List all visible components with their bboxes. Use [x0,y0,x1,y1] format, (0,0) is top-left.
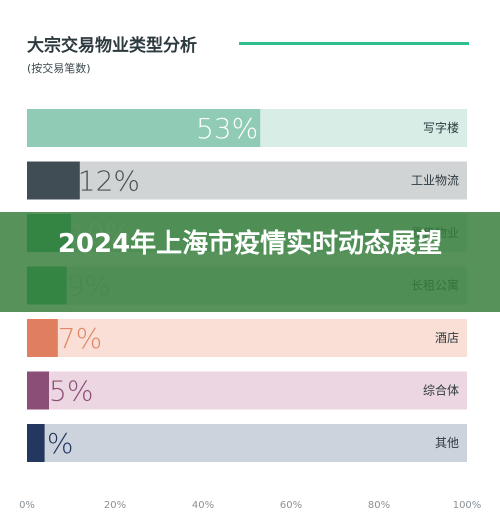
x-tick-label: 40% [192,500,214,511]
bar [27,371,49,410]
category-label: 综合体 [423,383,459,398]
bar [27,109,261,147]
category-label: 其他 [435,436,459,450]
chart-subtitle: (按交易笔数) [27,62,91,75]
bar-track [27,371,467,410]
x-tick-label: 80% [368,500,390,511]
chart-title: 大宗交易物业类型分析 [27,36,197,56]
x-tick-label: 100% [453,500,482,511]
category-label: 工业物流 [411,174,459,188]
banner-title: 2024年上海市疫情实时动态展望 [57,229,443,259]
data-label: 53% [196,112,258,145]
bar [27,161,80,200]
x-tick-label: 0% [19,500,35,511]
category-label: 酒店 [435,331,459,345]
data-label: 12% [78,165,140,198]
data-label: 7% [58,322,102,355]
bar-track [27,319,467,357]
bar-track [27,161,467,200]
data-label: 5% [49,375,93,408]
x-tick-label: 60% [280,500,302,511]
bar [27,424,45,462]
category-label: 写字楼 [423,120,459,135]
bar [27,319,58,357]
x-tick-label: 20% [104,500,126,511]
data-label: 4% [29,427,73,460]
bar-track [27,424,467,462]
title-underline [239,42,469,45]
overlay-banner [0,212,500,312]
